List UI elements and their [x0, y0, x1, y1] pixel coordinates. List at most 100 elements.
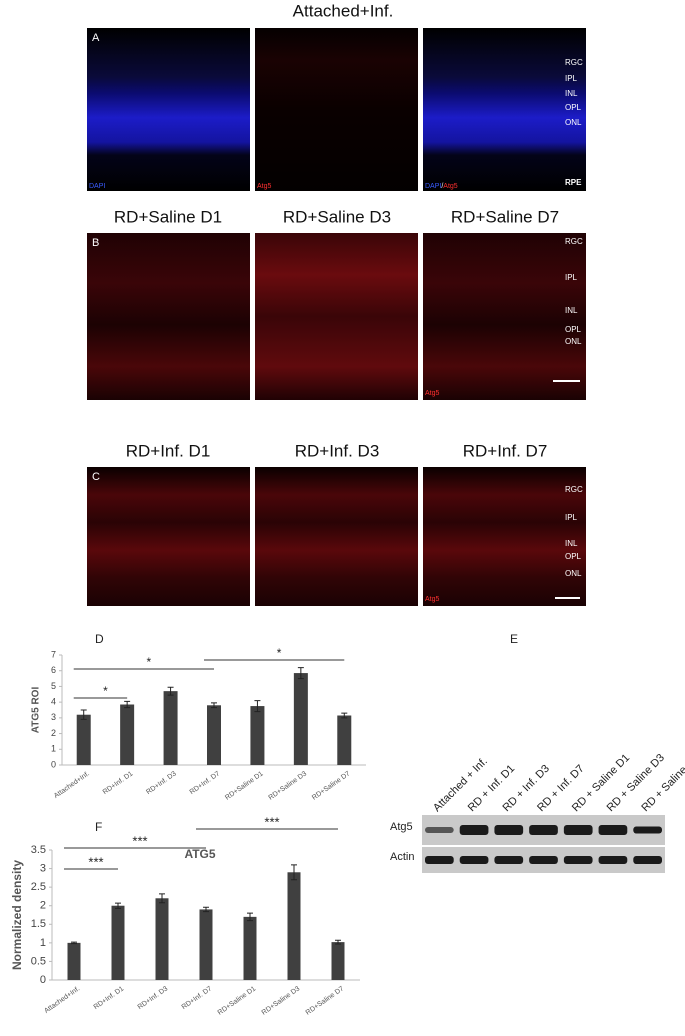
layer-label: RGC	[565, 237, 583, 246]
y-tick-label: 0	[40, 974, 46, 986]
blot-row-label: Atg5	[390, 821, 413, 833]
bar	[337, 715, 352, 765]
error-bar	[124, 700, 131, 709]
bar	[120, 704, 135, 765]
layer-label: OPL	[565, 552, 582, 561]
x-tick-label: RD+Inf. D7	[189, 770, 222, 796]
channel-label: Atg5	[425, 390, 440, 397]
y-tick-label: 0	[51, 759, 56, 769]
x-tick-label: RD+Saline D1	[217, 985, 258, 1016]
blot-row-label: Actin	[390, 851, 414, 863]
panel-letter: F	[95, 820, 102, 834]
channel-label: Atg5	[443, 183, 458, 190]
image	[87, 467, 250, 606]
significance-label: *	[277, 646, 282, 660]
error-bar	[254, 700, 261, 713]
bar	[250, 706, 265, 765]
blot-band	[425, 856, 454, 864]
x-tick-label: RD+Saline D7	[305, 985, 346, 1016]
y-tick-label: 5	[51, 681, 56, 691]
bar	[76, 714, 91, 765]
image	[87, 233, 250, 400]
layer-label: ONL	[565, 337, 582, 346]
channel-label: DAPI	[89, 183, 105, 190]
image-dapi	[87, 28, 250, 191]
chart-title: ATG5	[184, 847, 215, 861]
image-atg5	[255, 28, 418, 191]
y-tick-label: 1	[51, 744, 56, 754]
channel-label: Atg5	[257, 183, 272, 190]
layer-label: RGC	[565, 485, 583, 494]
layer-label: RGC	[565, 58, 583, 67]
blot-band	[633, 826, 662, 834]
panel-letter: D	[95, 632, 104, 646]
blot-band	[459, 825, 489, 835]
blot-band	[598, 856, 628, 864]
bar	[293, 673, 308, 765]
x-tick-label: RD+Inf. D3	[145, 770, 178, 796]
channel-label: DAPI	[425, 183, 441, 190]
error-bar	[297, 667, 304, 680]
bar	[207, 705, 221, 765]
error-bar	[247, 912, 253, 922]
layer-label: IPL	[565, 74, 578, 83]
blot-band	[598, 825, 628, 835]
x-tick-label: RD+Inf. D1	[93, 985, 126, 1011]
significance-label: ***	[264, 814, 279, 829]
error-bar	[71, 941, 77, 945]
panel-title: RD+Inf. D3	[295, 441, 380, 460]
y-tick-label: 2	[40, 900, 46, 912]
error-bar	[291, 864, 297, 881]
blot-band	[529, 856, 558, 864]
x-tick-label: RD+Saline D3	[261, 985, 302, 1016]
row-title: Attached+Inf.	[293, 1, 394, 20]
y-tick-label: 2	[51, 728, 56, 738]
blot-band	[494, 825, 524, 835]
error-bar	[80, 709, 87, 720]
panel-title: RD+Inf. D7	[463, 441, 548, 460]
x-tick-label: RD+Saline D7	[311, 770, 352, 801]
y-tick-label: 0.5	[31, 955, 46, 967]
error-bar	[115, 902, 121, 909]
layer-label: INL	[565, 539, 578, 548]
blot-band	[459, 856, 489, 864]
y-tick-label: 3	[51, 712, 56, 722]
x-tick-label: RD+Saline D1	[224, 770, 265, 801]
x-tick-label: Attached+Inf.	[53, 770, 91, 800]
panel-title: RD+Saline D7	[451, 207, 559, 226]
significance-label: ***	[88, 854, 103, 869]
layer-label: INL	[565, 306, 578, 315]
bar	[111, 905, 125, 980]
bar	[155, 898, 169, 980]
layer-label: OPL	[565, 103, 582, 112]
panel-letter: B	[92, 237, 99, 249]
y-tick-label: 1	[40, 937, 46, 949]
blot-band	[494, 856, 524, 864]
error-bar	[341, 712, 348, 719]
y-tick-label: 3.5	[31, 844, 46, 856]
panel-letter: E	[510, 632, 518, 646]
image	[255, 233, 418, 400]
image	[423, 233, 586, 400]
channel-label: DAPI/Atg5	[425, 183, 458, 190]
channel-label: Atg5	[425, 596, 440, 603]
panel-title: RD+Inf. D1	[126, 441, 211, 460]
x-tick-label: RD+Inf. D1	[102, 770, 135, 796]
x-tick-label: RD+Inf. D3	[137, 985, 170, 1011]
error-bar	[335, 939, 341, 945]
layer-label: IPL	[565, 513, 578, 522]
bar	[199, 909, 213, 980]
blot-band	[425, 827, 454, 833]
significance-label: *	[103, 684, 108, 698]
layer-label: ONL	[565, 118, 582, 127]
y-tick-label: 7	[51, 649, 56, 659]
blot-band	[633, 856, 662, 864]
y-tick-label: 3	[40, 862, 46, 874]
blot-band	[563, 856, 593, 864]
significance-label: *	[147, 655, 152, 669]
panel-title: RD+Saline D1	[114, 207, 222, 226]
image	[423, 467, 586, 606]
y-axis-label: Normalized density	[10, 860, 24, 970]
